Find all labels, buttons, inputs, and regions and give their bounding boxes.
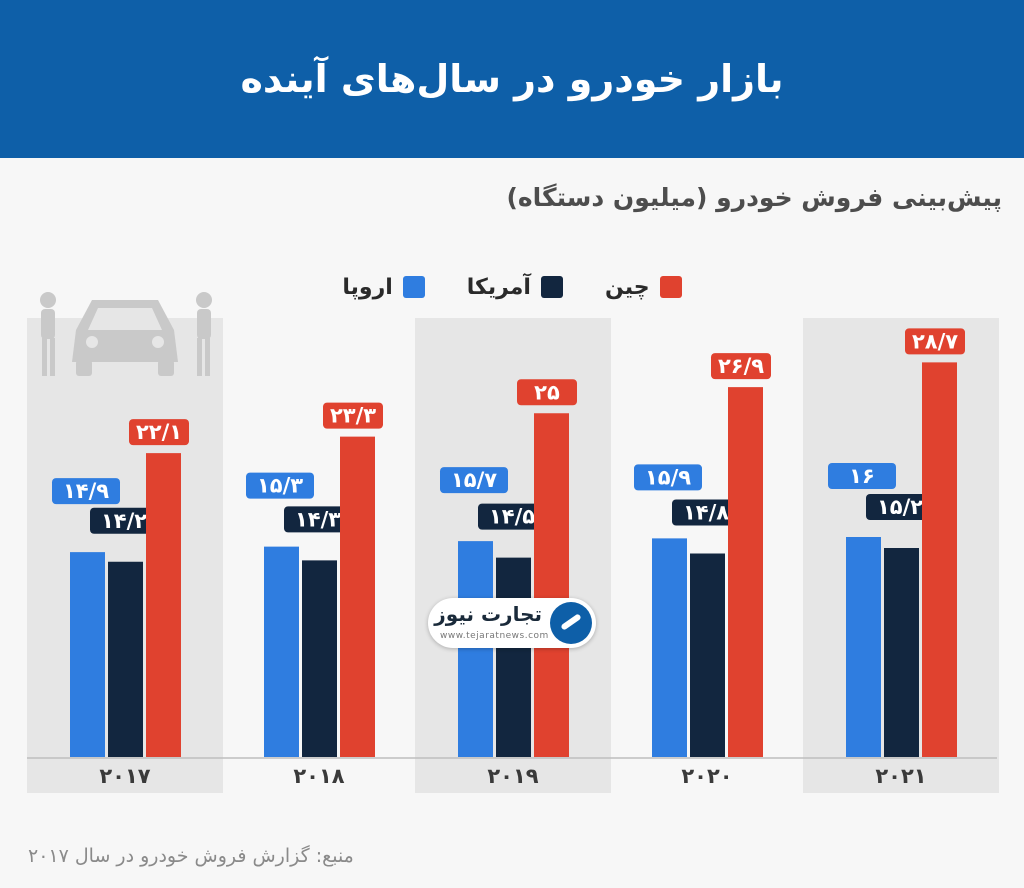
legend-item-europe: اروپا: [342, 274, 425, 300]
data-label-box-2021-1: [866, 494, 934, 520]
tejaratnews-logo: تجارت نیوز www.tejaratnews.com: [428, 598, 596, 648]
legend-swatch-america: [540, 276, 563, 298]
data-label-box-2020-1: [672, 499, 740, 526]
logo-url: www.tejaratnews.com: [440, 631, 549, 641]
bar-2017-1: [108, 561, 143, 757]
bar-2018-1: [302, 560, 337, 757]
data-label-2019-1: ۱۴/۵: [489, 505, 535, 529]
data-label-box-2018-1: [284, 506, 352, 533]
x-tick-2020: ۲۰۲۰: [681, 764, 732, 788]
legend-label-china: چین: [604, 274, 650, 300]
data-label-box-2020-0: [634, 464, 702, 491]
data-label-2018-1: ۱۴/۳: [295, 507, 341, 531]
data-label-box-2021-0: [828, 463, 896, 489]
plot-area: ۱۴/۹ ۱۴/۲ ۲۲/۱ ۲۰۱۷ ۱۵/۳ ۱۴/۳ ۲۳/۳ ۲۰۱۸ ۱۵/۷ ۱۴/۵…: [27, 318, 999, 793]
data-label-box-2018-2: [323, 402, 383, 429]
logo-name: تجارت نیوز: [434, 602, 542, 626]
bar-2021-0: [846, 537, 881, 757]
source-note: منبع: گزارش فروش خودرو در سال ۲۰۱۷: [28, 845, 354, 867]
data-label-box-2018-0: [246, 472, 314, 499]
bar-2017-0: [70, 552, 105, 757]
car-dealer-icon: [40, 292, 212, 376]
bar-2019-2: [534, 413, 569, 757]
legend-item-america: آمریکا: [467, 275, 563, 300]
x-tick-2019: ۲۰۱۹: [487, 764, 538, 788]
data-label-2018-2: ۲۳/۳: [330, 404, 376, 428]
data-label-box-2019-1: [478, 503, 546, 530]
data-label-box-2017-1: [90, 507, 158, 534]
data-label-2019-2: ۲۵: [534, 380, 560, 404]
bar-2020-2: [728, 387, 763, 757]
x-tick-2018: ۲۰۱۸: [293, 764, 344, 788]
legend-item-china: چین: [605, 275, 682, 300]
data-label-2020-2: ۲۶/۹: [718, 354, 764, 378]
bar-2019-0: [458, 541, 493, 757]
bar-2020-1: [690, 553, 725, 757]
data-label-box-2017-2: [129, 419, 189, 446]
data-label-box-2021-2: [905, 328, 965, 355]
chart-title: پیش‌بینی فروش خودرو (میلیون دستگاه): [506, 183, 1002, 212]
data-label-2020-1: ۱۴/۸: [683, 501, 729, 525]
data-label-2018-0: ۱۵/۳: [257, 474, 303, 498]
bar-2018-0: [264, 546, 299, 757]
chart-legend: چین آمریکا اروپا: [0, 270, 1024, 304]
bar-2018-2: [340, 436, 375, 757]
bar-2017-2: [146, 453, 181, 757]
bar-2019-1: [496, 557, 531, 757]
data-label-2019-0: ۱۵/۷: [451, 468, 497, 492]
legend-swatch-china: [659, 276, 682, 298]
data-label-2017-0: ۱۴/۹: [63, 479, 109, 503]
data-label-box-2017-0: [52, 478, 120, 505]
bar-2020-0: [652, 538, 687, 757]
x-tick-2021: ۲۰۲۱: [875, 764, 926, 788]
data-label-2021-0: ۱۶: [849, 464, 875, 488]
data-label-box-2020-2: [711, 353, 771, 380]
legend-label-america: آمریکا: [466, 274, 531, 300]
data-label-2021-2: ۲۸/۷: [912, 329, 958, 353]
legend-swatch-europe: [402, 276, 425, 298]
data-label-box-2019-0: [440, 467, 508, 494]
data-label-box-2019-2: [517, 379, 577, 406]
arrow-circle-icon: [550, 602, 592, 644]
data-label-2021-1: ۱۵/۲: [877, 495, 923, 519]
legend-label-europe: اروپا: [342, 274, 393, 300]
data-label-2017-1: ۱۴/۲: [101, 509, 147, 533]
header-bar: بازار خودرو در سال‌های آینده: [0, 0, 1024, 158]
data-label-2017-2: ۲۲/۱: [136, 420, 182, 444]
bar-2021-1: [884, 548, 919, 757]
x-tick-2017: ۲۰۱۷: [99, 764, 150, 788]
data-label-2020-0: ۱۵/۹: [645, 465, 691, 489]
page-title: بازار خودرو در سال‌های آینده: [240, 57, 784, 101]
bar-2021-2: [922, 362, 957, 757]
